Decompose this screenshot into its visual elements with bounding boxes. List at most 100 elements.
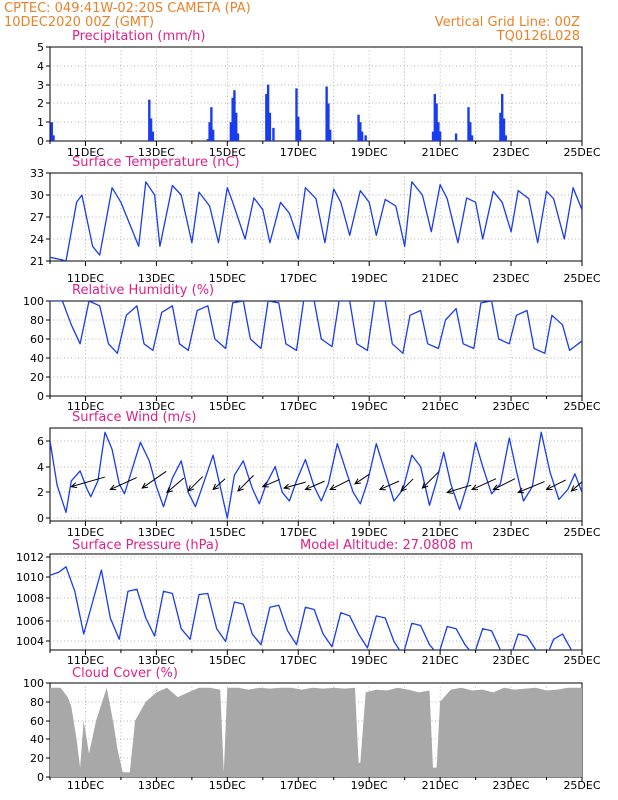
precip-bar	[272, 127, 275, 141]
cloud-title: Cloud Cover (%)	[72, 666, 178, 681]
precip-ytick-label: 1	[37, 116, 44, 129]
temp-xtick-label: 23DEC	[493, 272, 530, 285]
cloud-xtick-label: 13DEC	[138, 779, 175, 792]
wind-arrow	[379, 480, 400, 490]
cloud-xtick-label: 23DEC	[493, 779, 530, 792]
rh-ytick-label: 40	[30, 352, 44, 365]
precip-bar	[454, 133, 458, 141]
temp-ytick-label: 30	[30, 189, 44, 202]
precip-ytick-label: 5	[37, 41, 44, 54]
wind-arrow-head	[354, 478, 362, 485]
wind-arrow-head	[212, 483, 220, 491]
precip-bar	[229, 122, 233, 141]
pressure-xtick-label: 23DEC	[493, 654, 530, 667]
pressure-title: Surface Pressure (hPa)	[72, 538, 219, 553]
precip-bar	[231, 97, 234, 141]
pressure-ytick-label: 1004	[16, 635, 44, 648]
precip-bar	[437, 122, 440, 141]
wind-xtick-label: 21DEC	[422, 526, 459, 539]
wind-arrow-head	[141, 482, 149, 489]
precip-ytick-label: 2	[37, 97, 44, 110]
wind-arrow-head	[471, 484, 479, 491]
wind-arrow-head	[446, 487, 454, 494]
wind-arrow-head	[261, 481, 269, 488]
header-model: TQ0126L028	[496, 29, 580, 44]
pressure-ytick-label: 1008	[16, 592, 44, 605]
precip-bar	[470, 135, 474, 141]
wind-xtick-label: 25DEC	[563, 526, 600, 539]
rh-ytick-label: 60	[30, 333, 44, 346]
wind-arrow	[166, 477, 185, 493]
wind-arrow-head	[421, 482, 429, 489]
wind-arrow-head	[70, 482, 78, 489]
wind-arrow	[141, 470, 167, 489]
precip-bar	[504, 135, 507, 141]
wind-arrow	[546, 479, 566, 490]
wind-arrow-head	[570, 485, 578, 492]
precip-plot	[50, 84, 507, 141]
cloud-ytick-label: 100	[23, 677, 44, 690]
wind-arrow-head	[187, 485, 195, 492]
pressure-ytick-label: 1010	[16, 571, 44, 584]
precip-panel: 0 1 2 3 4 5 11DEC 13DEC 15DEC 17DEC 19DEC 21DEC 23DE…	[37, 29, 601, 159]
precip-bar	[359, 122, 362, 141]
wind-arrow	[212, 478, 226, 490]
temp-ytick-label: 27	[30, 211, 44, 224]
temp-xtick-label: 13DEC	[138, 272, 175, 285]
precip-bar	[268, 112, 272, 141]
wind-arrow	[237, 475, 254, 492]
temp-xtick-label: 11DEC	[67, 272, 104, 285]
rh-xtick-label: 13DEC	[138, 400, 175, 413]
pressure-annotation: Model Altitude: 27.0808 m	[300, 538, 473, 553]
precip-xtick-label: 15DEC	[209, 146, 246, 159]
wind-arrow	[329, 479, 350, 490]
header-init-time: 10DEC2020 00Z (GMT)	[4, 15, 154, 30]
pressure-xtick-label: 15DEC	[209, 654, 246, 667]
wind-ytick-label: 4	[37, 461, 44, 474]
wind-xtick-label: 23DEC	[493, 526, 530, 539]
precip-bar	[211, 129, 215, 141]
temp-xtick-label: 21DEC	[422, 272, 459, 285]
cloud-ytick-label: 60	[30, 715, 44, 728]
precip-bar	[438, 131, 442, 141]
pressure-xtick-label: 21DEC	[422, 654, 459, 667]
precip-bar	[364, 135, 367, 141]
rh-xtick-label: 21DEC	[422, 400, 459, 413]
precip-ytick-label: 3	[37, 79, 44, 92]
precip-bar	[295, 88, 298, 141]
header-station: CPTEC: 049:41W-02:20S CAMETA (PA)	[4, 1, 251, 16]
header: CPTEC: 049:41W-02:20S CAMETA (PA) 10DEC2…	[4, 1, 580, 44]
rh-xtick-label: 11DEC	[67, 400, 104, 413]
pressure-panel: 1004 1006 1008 1010 1012 11DEC 13DEC 15DEC 17DEC…	[16, 538, 601, 667]
rh-xtick-label: 23DEC	[493, 400, 530, 413]
wind-arrow	[262, 479, 280, 488]
cloud-ytick-label: 0	[37, 771, 44, 784]
wind-panel: 0 2 4 6 11DEC 13DEC 15DEC 17DEC 19DEC 21DEC 23DEC 2…	[37, 410, 601, 539]
cloud-area	[50, 687, 582, 777]
precip-bar	[501, 94, 504, 141]
precip-xtick-label: 21DEC	[422, 146, 459, 159]
precip-bar	[206, 139, 210, 141]
precip-xtick-label: 11DEC	[67, 146, 104, 159]
precip-bar	[357, 114, 360, 141]
pressure-xtick-label: 17DEC	[280, 654, 317, 667]
precip-bar	[233, 90, 236, 141]
wind-title: Surface Wind (m/s)	[72, 410, 196, 425]
pressure-xtick-label: 13DEC	[138, 654, 175, 667]
wind-plot	[50, 431, 582, 519]
wind-arrow-head	[329, 484, 337, 491]
wind-arrow	[71, 476, 106, 488]
precip-xtick-label: 23DEC	[493, 146, 530, 159]
pressure-frame	[49, 553, 583, 651]
cloud-plot	[50, 687, 582, 777]
precip-bar	[151, 131, 155, 141]
temp-panel: 21 24 27 30 33 11DEC 13DEC 15DEC 17DEC 19DEC 21DEC…	[30, 155, 601, 285]
precip-bar	[360, 131, 364, 141]
precip-bar	[210, 107, 213, 141]
precip-bar	[467, 107, 470, 141]
rh-ytick-label: 0	[37, 390, 44, 403]
precip-bar	[50, 122, 53, 141]
pressure-ytick-label: 1012	[16, 551, 44, 564]
precip-bar	[469, 122, 472, 141]
